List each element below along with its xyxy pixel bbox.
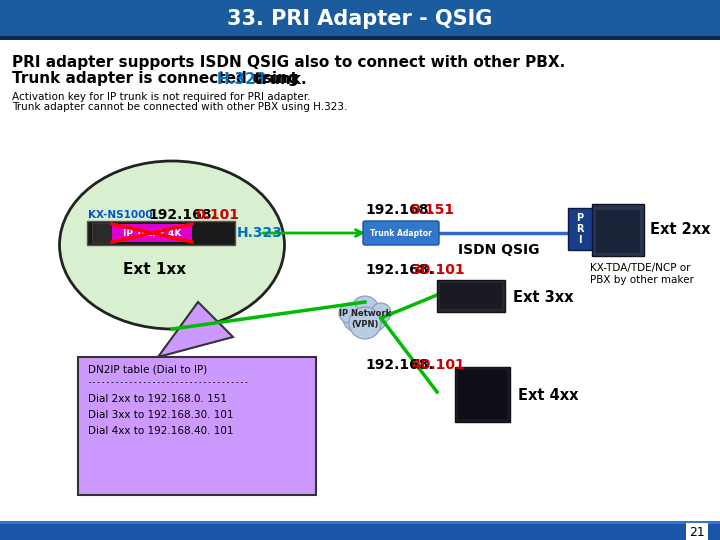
Text: Activation key for IP trunk is not required for PRI adapter.: Activation key for IP trunk is not requi… — [12, 92, 310, 102]
Bar — [0, 521, 720, 524]
Text: PBX by other maker: PBX by other maker — [590, 275, 694, 285]
Text: 192.168.: 192.168. — [148, 208, 217, 222]
Text: Ext 2xx: Ext 2xx — [650, 222, 711, 238]
Text: Ext 1xx: Ext 1xx — [123, 262, 186, 278]
Text: 192.168.: 192.168. — [365, 203, 433, 217]
Text: 192.168.: 192.168. — [365, 358, 433, 372]
Text: 21: 21 — [689, 525, 705, 538]
Text: ISDN QSIG: ISDN QSIG — [458, 243, 539, 257]
Bar — [592, 204, 644, 256]
FancyBboxPatch shape — [363, 221, 439, 245]
Text: KX-TDA/TDE/NCP or: KX-TDA/TDE/NCP or — [590, 263, 690, 273]
Text: PRI adapter supports ISDN QSIG also to connect with other PBX.: PRI adapter supports ISDN QSIG also to c… — [12, 55, 565, 70]
Text: -----------------------------------: ----------------------------------- — [88, 379, 250, 388]
Text: IP Trunk 4K: IP Trunk 4K — [123, 228, 181, 238]
Text: 33. PRI Adapter - QSIG: 33. PRI Adapter - QSIG — [228, 9, 492, 29]
Bar — [437, 280, 505, 312]
Text: Dial 2xx to 192.168.0. 151: Dial 2xx to 192.168.0. 151 — [88, 394, 227, 404]
Polygon shape — [158, 302, 233, 357]
Text: Dial 3xx to 192.168.30. 101: Dial 3xx to 192.168.30. 101 — [88, 410, 233, 420]
Text: IP Network: IP Network — [339, 308, 391, 318]
Text: Trunk adapter cannot be connected with other PBX using H.323.: Trunk adapter cannot be connected with o… — [12, 102, 347, 112]
Text: 0.151: 0.151 — [410, 203, 454, 217]
Bar — [440, 283, 502, 309]
Bar — [112, 224, 192, 242]
Text: 40.101: 40.101 — [411, 358, 464, 372]
Text: Dial 4xx to 192.168.40. 101: Dial 4xx to 192.168.40. 101 — [88, 426, 233, 436]
Ellipse shape — [60, 161, 284, 329]
Bar — [455, 367, 510, 422]
Bar — [0, 0, 720, 37]
Text: H.323: H.323 — [217, 71, 267, 86]
Text: Trunk adapter is connected using: Trunk adapter is connected using — [12, 71, 304, 86]
Text: 0.101: 0.101 — [195, 208, 239, 222]
Bar — [568, 208, 592, 250]
Text: DN2IP table (Dial to IP): DN2IP table (Dial to IP) — [88, 364, 207, 374]
Text: 192.168.: 192.168. — [365, 263, 433, 277]
Text: Ext 4xx: Ext 4xx — [518, 388, 578, 402]
Text: Trunk Adaptor: Trunk Adaptor — [370, 228, 432, 238]
Bar — [0, 36, 720, 40]
Text: trunk.: trunk. — [249, 71, 307, 86]
Bar — [458, 370, 507, 419]
Circle shape — [359, 304, 387, 332]
Circle shape — [371, 303, 391, 323]
Circle shape — [351, 296, 379, 324]
Circle shape — [349, 307, 381, 339]
Text: I: I — [578, 235, 582, 245]
Text: 30.101: 30.101 — [411, 263, 464, 277]
Text: Ext 3xx: Ext 3xx — [513, 289, 574, 305]
Bar — [92, 223, 112, 243]
Bar — [87, 221, 235, 245]
Bar — [596, 210, 640, 253]
Text: H.323: H.323 — [237, 226, 283, 240]
Text: (VPN): (VPN) — [351, 320, 379, 328]
Bar — [78, 357, 316, 495]
Text: R: R — [576, 224, 584, 234]
Circle shape — [343, 304, 371, 332]
Bar — [0, 524, 720, 540]
Circle shape — [339, 303, 359, 323]
Text: KX-NS1000: KX-NS1000 — [88, 210, 153, 220]
Text: P: P — [577, 213, 584, 223]
